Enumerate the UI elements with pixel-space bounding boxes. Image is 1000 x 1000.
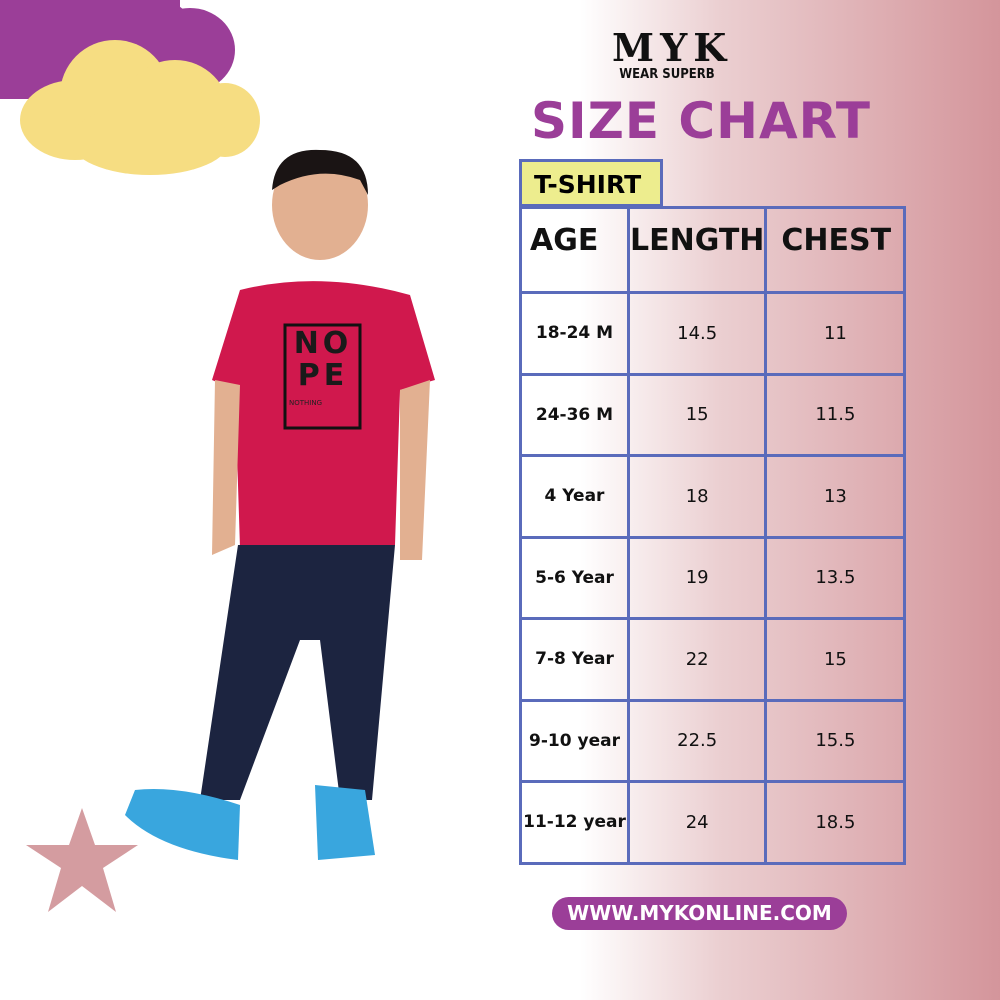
table-row: 7-8 Year 22 15 [519, 617, 907, 702]
cell-chest: 13.5 [764, 535, 907, 620]
table-row: 5-6 Year 19 13.5 [519, 535, 907, 620]
cell-length: 24 [626, 780, 768, 865]
website-link[interactable]: WWW.MYKONLINE.COM [552, 897, 847, 930]
cell-age: 7-8 Year [519, 617, 630, 702]
cell-age: 11-12 year [519, 780, 630, 865]
header-length: LENGTH [626, 206, 768, 294]
brand-logo: MYK WEAR SUPERB [612, 25, 733, 82]
header-chest: CHEST [764, 206, 907, 294]
print-line-2: PE [297, 358, 349, 393]
category-tab: T-SHIRT [519, 159, 663, 207]
size-table: AGE LENGTH CHEST 18-24 M 14.5 11 24-36 M 15 1… [519, 206, 907, 865]
table-row: 11-12 year 24 18.5 [519, 780, 907, 865]
cell-chest: 15.5 [764, 698, 907, 783]
table-row: 9-10 year 22.5 15.5 [519, 698, 907, 783]
cell-age: 9-10 year [519, 698, 630, 783]
cell-length: 18 [626, 454, 768, 539]
tshirt-print: NO PE NOTHING [287, 328, 359, 426]
cell-age: 4 Year [519, 454, 630, 539]
table-row: 4 Year 18 13 [519, 454, 907, 539]
logo-text: MYK [612, 25, 733, 70]
cell-chest: 15 [764, 617, 907, 702]
cell-age: 18-24 M [519, 291, 630, 376]
table-row: 18-24 M 14.5 11 [519, 291, 907, 376]
logo-tagline: WEAR SUPERB [619, 67, 715, 82]
cell-age: 5-6 Year [519, 535, 630, 620]
table-row: 24-36 M 15 11.5 [519, 372, 907, 457]
page-title: SIZE CHART [531, 92, 872, 150]
print-line-1: NO [293, 326, 353, 361]
cell-chest: 11 [764, 291, 907, 376]
cell-chest: 11.5 [764, 372, 907, 457]
cell-length: 22 [626, 617, 768, 702]
yellow-cloud-icon [20, 40, 260, 175]
cell-age: 24-36 M [519, 372, 630, 457]
print-line-3: NOTHING [289, 399, 323, 407]
cell-length: 19 [626, 535, 768, 620]
cell-length: 14.5 [626, 291, 768, 376]
table-header-row: AGE LENGTH CHEST [519, 206, 907, 294]
header-age: AGE [519, 206, 630, 294]
cell-chest: 18.5 [764, 780, 907, 865]
star-icon [26, 808, 138, 912]
cell-length: 15 [626, 372, 768, 457]
cell-chest: 13 [764, 454, 907, 539]
boy-photo [125, 149, 435, 860]
cell-length: 22.5 [626, 698, 768, 783]
